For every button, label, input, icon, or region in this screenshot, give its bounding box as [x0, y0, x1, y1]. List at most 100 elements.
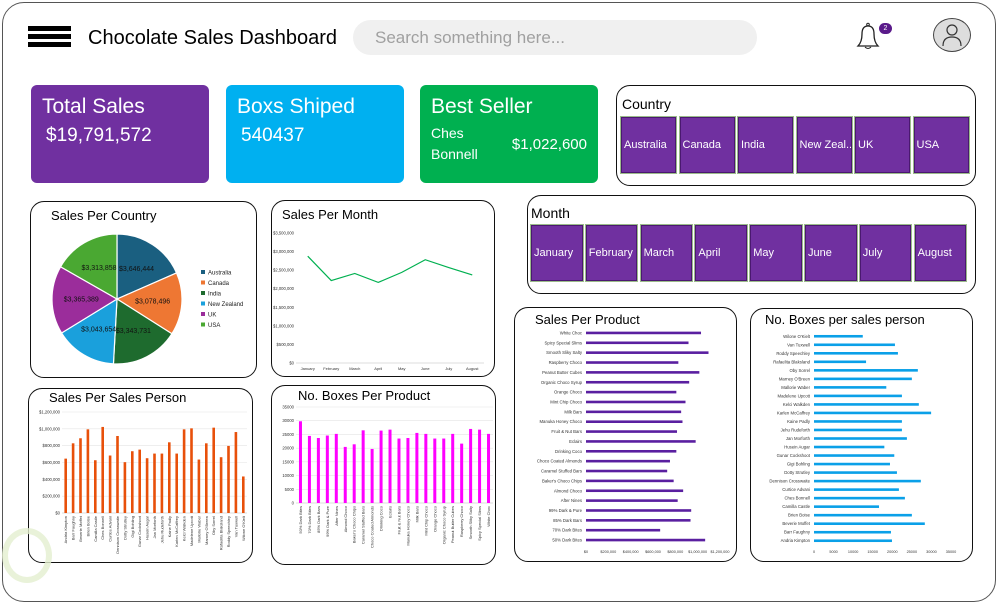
bar: [234, 432, 238, 513]
y-tick-label: Ches Bonnell: [784, 496, 810, 501]
x-tick-label: $400,000: [623, 550, 639, 554]
pie-slice: [51, 265, 119, 334]
slicer-item[interactable]: April: [694, 224, 748, 282]
bar: [814, 420, 902, 423]
bar: [343, 446, 347, 503]
x-tick-label: 35000: [946, 550, 957, 554]
x-tick-label: Gunar Cockshoot: [137, 515, 142, 547]
bar: [79, 438, 82, 513]
kpi-boxes-shipped: Boxs Shiped 540437: [226, 85, 404, 183]
bar: [307, 435, 311, 503]
chart-boxes-per-product: No. Boxes Per Product 0 5000 10000 15000 2000…: [271, 385, 496, 565]
x-tick-label: March: [349, 366, 360, 371]
bar: [814, 488, 899, 491]
series-line: [307, 255, 473, 284]
x-tick-label: August: [466, 366, 479, 371]
slicer-item[interactable]: USA: [912, 116, 970, 174]
legend-swatch: [201, 270, 205, 274]
slicer-item[interactable]: UK: [854, 116, 911, 174]
x-tick-label: 10000: [848, 550, 859, 554]
x-tick-label: Karlen McCaffrey: [174, 516, 179, 547]
best-seller-name: Ches Bonnell: [431, 125, 478, 162]
slicer-item[interactable]: New Zeal...: [795, 116, 853, 174]
bar: [212, 427, 215, 513]
x-tick-label: $600,000: [645, 550, 661, 554]
bar: [586, 380, 690, 384]
best-seller-value: $1,022,600: [511, 135, 587, 153]
bar-chart: $0 $200,000 $400,000 $600,000 $800,000 $1,000…: [39, 410, 247, 554]
x-tick-label: May: [398, 366, 406, 371]
y-tick-label: $2,500,000: [273, 268, 295, 273]
x-tick-label: Rafaelita Blaksland: [219, 516, 224, 550]
slicer-item[interactable]: January: [530, 224, 584, 282]
chart-title: No. Boxes per sales person: [765, 312, 925, 327]
legend-label: India: [208, 292, 222, 298]
slicer-item[interactable]: March: [639, 224, 694, 282]
bar: [814, 513, 912, 517]
x-tick-label: Caramel Stuffed Bars: [361, 506, 366, 544]
y-tick-label: $500,000: [277, 342, 295, 347]
kpi-best-seller: Best Seller Ches Bonnell $1,022,600: [420, 85, 598, 183]
slicer-item[interactable]: Australia: [620, 116, 677, 174]
bar: [138, 449, 141, 513]
bar: [168, 442, 171, 513]
y-tick-label: Orange Choco: [554, 390, 583, 395]
y-tick-label: 99% Dark & Pure: [549, 508, 583, 513]
month-slicer: Month January February March April May June Ju…: [527, 195, 976, 294]
bar: [586, 509, 692, 512]
x-tick-label: Gigi Bohling: [130, 516, 135, 538]
bar: [814, 386, 887, 389]
bar: [814, 343, 895, 347]
x-tick-label: 25000: [907, 550, 918, 554]
slicer-item[interactable]: July: [858, 224, 913, 282]
legend-label: Australia: [208, 271, 232, 277]
chart-sales-per-product: Sales Per Product $0 $200,000 $400,000 $600,…: [514, 307, 737, 562]
search-input[interactable]: [353, 20, 757, 55]
x-tick-label: Marney O'Breen: [204, 516, 209, 545]
y-tick-label: Organic Choco Syrup: [541, 380, 583, 385]
user-avatar[interactable]: [933, 18, 971, 52]
slicer-item[interactable]: India: [737, 116, 794, 174]
bar: [814, 377, 912, 381]
x-tick-label: Peanut Butter Cubes: [450, 506, 455, 543]
y-tick-label: Raspberry Choco: [549, 360, 583, 365]
bar: [814, 360, 867, 364]
bar: [586, 351, 709, 354]
bar: [242, 476, 245, 513]
bar: [586, 519, 691, 522]
x-tick-label: Roddy Speechley: [226, 516, 231, 547]
y-tick-label: Manuka Honey Choco: [539, 419, 582, 424]
x-tick-label: 99% Dark & Pure: [325, 505, 330, 537]
y-tick-label: $2,000,000: [273, 286, 295, 291]
chart-sales-per-country: Sales Per Country $3,646,444 Australia $3,0…: [30, 201, 257, 378]
x-tick-label: Wilone O'Kielt: [241, 515, 246, 541]
bar: [182, 429, 186, 513]
x-tick-label: Oby Sorrel: [211, 516, 216, 535]
menu-icon[interactable]: [28, 26, 71, 48]
bar: [145, 458, 149, 513]
slicer-item[interactable]: June: [804, 224, 858, 282]
bell-icon[interactable]: [850, 20, 886, 52]
bar: [814, 479, 921, 483]
bar: [814, 522, 925, 525]
y-tick-label: Kaine Padly: [787, 419, 811, 424]
x-tick-label: 20000: [887, 550, 898, 554]
slicer-item[interactable]: February: [584, 224, 639, 282]
bar: [814, 462, 890, 466]
slicer-item[interactable]: May: [749, 224, 803, 282]
x-tick-label: Drinking Coco: [379, 505, 384, 531]
legend-label: New Zealand: [208, 302, 243, 308]
x-tick-label: Milk Bars: [414, 506, 419, 522]
slicer-item[interactable]: August: [913, 224, 968, 282]
bar-chart: 0 5000 10000 15000 20000 25000 30000 35000 50% D…: [282, 405, 493, 548]
y-tick-label: Camilla Castle: [782, 504, 810, 509]
y-tick-label: $600,000: [43, 460, 61, 465]
x-tick-label: Dennison Crosswaite: [115, 515, 120, 554]
y-tick-label: Jehu Rudeforth: [781, 427, 811, 432]
x-tick-label: Kelci Walkden: [182, 516, 187, 541]
y-tick-label: Gunar Cockshoot: [777, 453, 811, 458]
bar: [586, 469, 668, 473]
x-tick-label: 85% Dark Bars: [316, 506, 321, 533]
x-tick-label: 5000: [829, 550, 837, 554]
slicer-item[interactable]: Canada: [678, 116, 736, 174]
